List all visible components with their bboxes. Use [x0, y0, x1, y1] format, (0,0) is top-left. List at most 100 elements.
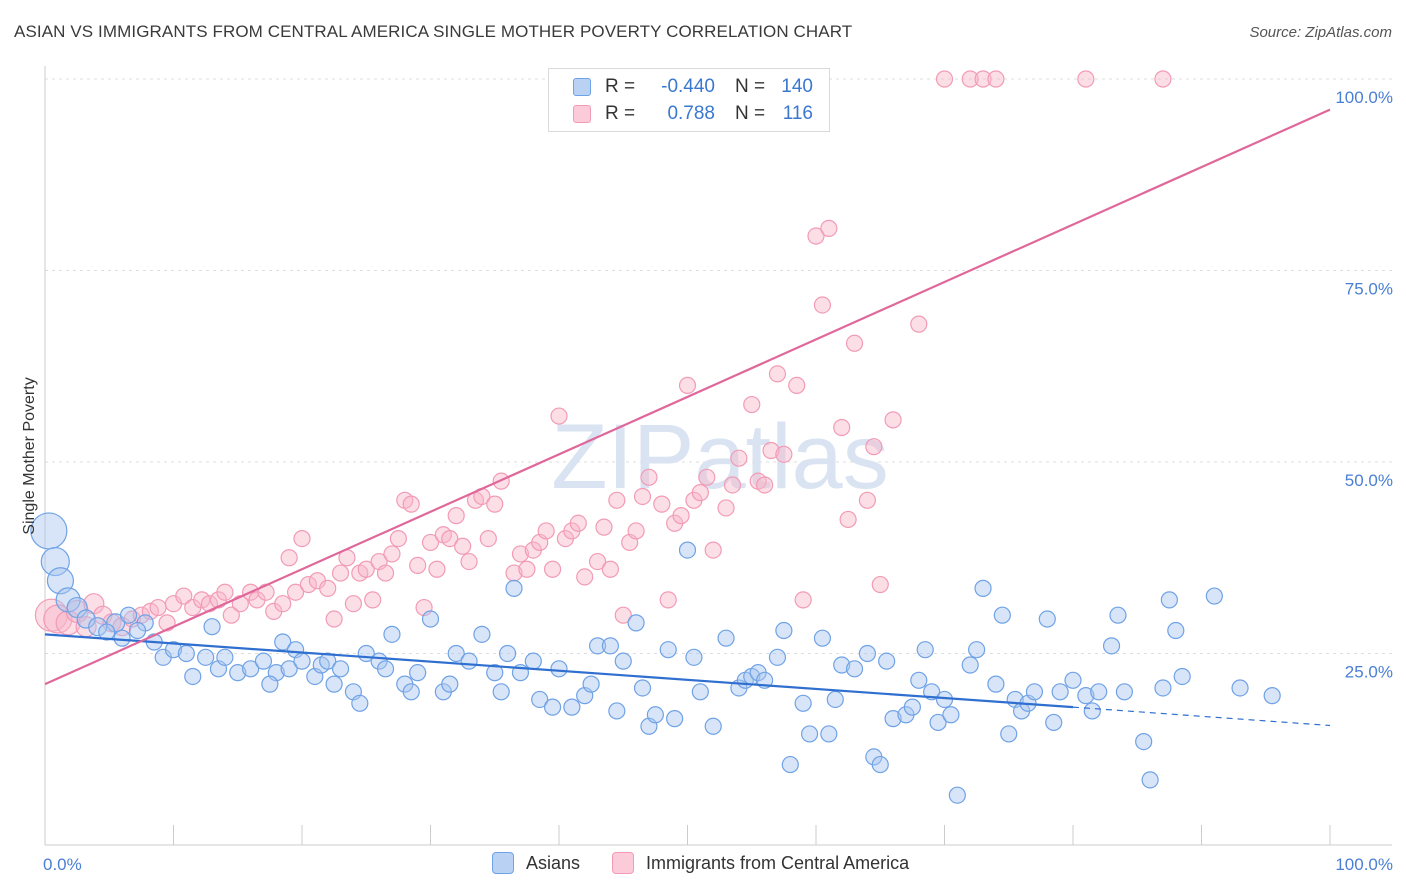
- central-america-point: [614, 606, 632, 624]
- asian-point: [46, 567, 75, 595]
- asian-point: [1064, 671, 1082, 689]
- asian-point: [666, 710, 684, 728]
- central-america-point: [845, 334, 864, 352]
- asian-trend-extension: [1072, 706, 1331, 727]
- central-america-point: [486, 495, 504, 513]
- asian-point: [1160, 591, 1178, 609]
- asian-point: [717, 629, 735, 647]
- legend-row-central-america: R = 0.788 N = 116: [549, 100, 813, 128]
- central-america-point: [511, 545, 530, 563]
- tick-labels: 25.0% 50.0% 75.0% 100.0% 0.0% 100.0%: [43, 88, 1393, 874]
- central-america-point: [910, 315, 928, 333]
- asian-points: [30, 512, 1281, 804]
- central-america-point: [216, 583, 234, 601]
- asian-point: [40, 546, 70, 577]
- central-america-point: [672, 507, 690, 525]
- central-america-point: [331, 564, 350, 582]
- axes: [44, 66, 1392, 846]
- asian-point: [177, 644, 195, 663]
- central-america-point: [935, 70, 954, 88]
- legend-n-value: 140: [781, 76, 813, 97]
- central-america-point: [659, 591, 677, 609]
- asian-point: [961, 656, 979, 674]
- bottom-legend-central-america: Immigrants from Central America: [612, 852, 909, 874]
- central-america-point: [865, 438, 883, 456]
- asian-point: [659, 641, 677, 659]
- legend-r-value: 0.788: [667, 103, 715, 124]
- asian-point: [319, 652, 337, 670]
- asian-point: [505, 579, 523, 597]
- asian-point: [460, 652, 478, 670]
- central-america-point: [794, 591, 812, 609]
- asian-point: [968, 641, 986, 659]
- central-america-point: [364, 591, 382, 609]
- asian-point: [1025, 683, 1044, 701]
- asian-point: [98, 623, 116, 641]
- asian-point: [1141, 771, 1159, 789]
- asian-point: [633, 679, 652, 697]
- central-america-point: [961, 70, 979, 88]
- asian-point: [646, 706, 664, 724]
- asian-point: [948, 786, 966, 804]
- bottom-legend-swatch-central-america: [612, 852, 635, 874]
- asian-point: [601, 637, 620, 655]
- asian-point: [781, 755, 799, 774]
- asian-point: [614, 652, 632, 670]
- central-america-point: [325, 610, 343, 628]
- central-america-point: [833, 418, 851, 437]
- bottom-legend-asians: Asians: [492, 852, 580, 874]
- asian-point: [1051, 683, 1069, 701]
- asian-point: [903, 698, 921, 716]
- asian-point: [383, 625, 401, 643]
- central-america-point: [344, 595, 362, 613]
- asian-point: [274, 633, 292, 651]
- asian-point: [128, 621, 147, 640]
- legend-n-label: N =: [735, 103, 766, 124]
- asian-point: [113, 629, 131, 647]
- bottom-legend: Asians Immigrants from Central America: [492, 852, 941, 874]
- central-america-point: [537, 522, 555, 540]
- central-america-point: [691, 484, 709, 502]
- central-america-points: [34, 70, 1172, 638]
- central-america-point: [987, 70, 1005, 88]
- asian-point: [261, 675, 279, 693]
- central-america-point: [421, 533, 440, 552]
- asian-point: [524, 652, 542, 670]
- central-america-point: [717, 499, 735, 517]
- asian-point: [826, 690, 844, 709]
- asian-point: [704, 717, 722, 735]
- asian-point: [351, 694, 369, 712]
- legend-swatch-asians: [573, 78, 591, 96]
- asian-point: [421, 610, 440, 628]
- central-america-point: [409, 556, 427, 575]
- asian-point: [608, 702, 626, 720]
- central-america-point: [1154, 70, 1172, 88]
- asian-point: [203, 618, 221, 636]
- trend-lines: [44, 108, 1331, 727]
- asian-point: [775, 621, 793, 640]
- central-america-point: [447, 507, 465, 525]
- asian-point: [242, 660, 260, 678]
- grid: [45, 78, 1392, 654]
- asian-point: [1263, 687, 1281, 705]
- asian-point: [833, 656, 851, 674]
- asian-point: [993, 606, 1011, 624]
- asian-point: [563, 698, 581, 716]
- asian-point: [331, 660, 350, 678]
- asian-point: [768, 648, 787, 666]
- central-america-point: [884, 411, 902, 429]
- central-america-point: [274, 595, 292, 613]
- asian-point: [582, 675, 600, 693]
- asian-point: [813, 629, 832, 647]
- central-america-point: [402, 495, 420, 513]
- y-axis-label: Single Mother Poverty: [21, 377, 38, 534]
- asian-point: [229, 664, 247, 682]
- central-america-point: [286, 583, 305, 601]
- asian-trend-line: [44, 633, 1074, 709]
- asian-point: [685, 648, 703, 666]
- central-america-point: [858, 491, 877, 509]
- central-america-point: [222, 606, 240, 624]
- central-america-point: [550, 407, 568, 425]
- asian-point: [1109, 606, 1127, 624]
- bottom-legend-label: Immigrants from Central America: [646, 852, 910, 873]
